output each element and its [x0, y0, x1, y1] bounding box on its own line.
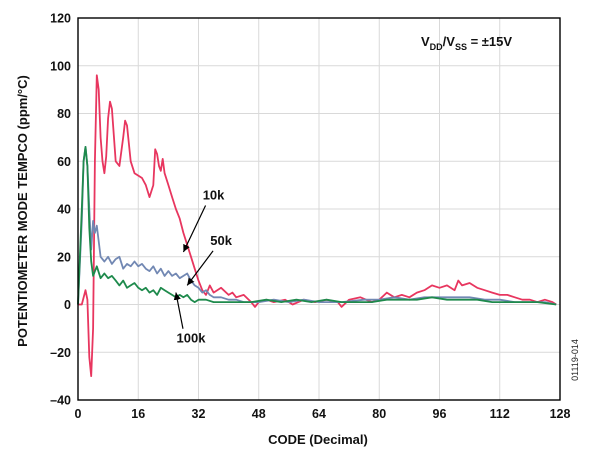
series-annotations: 10k 50k 100k: [173, 187, 233, 346]
x-tick-label: 96: [433, 407, 447, 421]
x-tick-labels: 0 16 32 48 64 80 96 112 128: [75, 407, 571, 421]
annotation-label-10k: 10k: [203, 187, 225, 202]
y-tick-label: 120: [50, 12, 71, 26]
x-tick-label: 48: [252, 407, 266, 421]
x-tick-label: 128: [550, 407, 571, 421]
x-tick-label: 112: [490, 407, 510, 421]
figure-code: 01119-014: [570, 339, 580, 381]
y-tick-label: 0: [64, 298, 71, 312]
x-tick-label: 80: [372, 407, 386, 421]
y-axis-title: POTENTIOMETER MODE TEMPCO (ppm/°C): [15, 75, 30, 347]
series-lines: [77, 74, 557, 377]
supply-condition-label: VDD/VSS = ±15V: [421, 34, 512, 52]
y-tick-label: 80: [57, 107, 71, 121]
series-line-100k: [77, 146, 557, 306]
annotation-label-100k: 100k: [177, 331, 207, 346]
x-tick-label: 0: [75, 407, 82, 421]
y-tick-label: 40: [57, 203, 71, 217]
x-axis-title: CODE (Decimal): [268, 432, 368, 447]
series-line-10k: [78, 74, 557, 377]
plot-frame: [77, 17, 561, 401]
x-tick-label: 32: [192, 407, 206, 421]
annotation-label-50k: 50k: [210, 233, 232, 248]
annotation-arrow-50k: [186, 250, 214, 286]
y-tick-labels: 120 100 80 60 40 20 0 –20 –40: [50, 12, 71, 408]
x-tick-label: 16: [131, 407, 145, 421]
y-tick-label: –20: [50, 346, 71, 360]
annotation-arrow-100k: [173, 292, 184, 329]
y-tick-label: 100: [50, 59, 71, 73]
annotation-arrow-10k: [182, 205, 207, 253]
x-tick-label: 64: [312, 407, 326, 421]
y-tick-label: 20: [57, 250, 71, 264]
grid-lines: [77, 17, 561, 401]
y-tick-label: 60: [57, 155, 71, 169]
y-tick-label: –40: [50, 394, 71, 408]
series-line-50k: [77, 146, 557, 306]
